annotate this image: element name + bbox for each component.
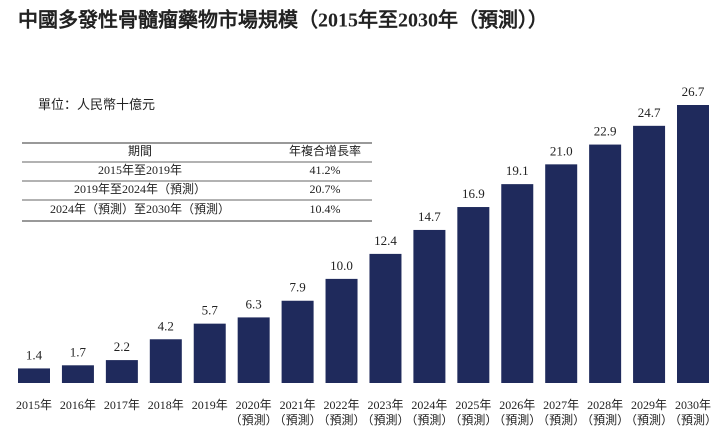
value-label: 2.2 — [114, 339, 130, 354]
value-label: 19.1 — [506, 163, 529, 178]
bar — [325, 278, 358, 383]
x-tick-label: 2026年 （預測） — [493, 398, 542, 427]
value-label: 24.7 — [638, 105, 661, 120]
bar — [281, 300, 314, 383]
x-tick-label: 2016年 — [59, 398, 96, 412]
table-cell: 41.2% — [310, 163, 341, 177]
value-label: 4.2 — [158, 318, 174, 333]
bar — [413, 229, 446, 383]
bar — [237, 317, 270, 383]
bar — [193, 323, 226, 383]
value-label: 12.4 — [374, 233, 397, 248]
bar — [61, 365, 94, 383]
table-cell: 20.7% — [310, 182, 341, 196]
value-label: 26.7 — [682, 84, 705, 99]
value-label: 1.7 — [70, 344, 87, 359]
x-tick-label: 2021年 （預測） — [273, 398, 322, 427]
value-label: 5.7 — [202, 303, 219, 318]
value-label: 22.9 — [594, 124, 617, 139]
bar — [633, 125, 666, 383]
table-cell: 2015年至2019年 — [98, 163, 182, 177]
table-cell: 2019年至2024年（預測） — [74, 182, 206, 196]
bar — [149, 339, 182, 383]
x-tick-label: 2020年 （預測） — [229, 398, 278, 427]
chart-title: 中國多發性骨髓瘤藥物市場規模（2015年至2030年（預測）） — [18, 8, 548, 32]
value-label: 6.3 — [246, 296, 262, 311]
table-cell: 2024年（預測）至2030年（預測） — [50, 202, 230, 216]
x-tick-label: 2030年 （預測） — [668, 398, 717, 427]
table-cell: 10.4% — [310, 202, 341, 216]
bar — [501, 184, 534, 383]
bar — [457, 207, 490, 383]
bar — [589, 144, 622, 383]
value-label: 21.0 — [550, 143, 573, 158]
x-tick-label: 2027年 （預測） — [537, 398, 586, 427]
value-label: 10.0 — [330, 258, 353, 273]
x-tick-label: 2018年 — [147, 398, 184, 412]
x-tick-label: 2023年 （預測） — [361, 398, 410, 427]
value-label: 1.4 — [26, 347, 43, 362]
x-tick-label: 2022年 （預測） — [317, 398, 366, 427]
bar — [545, 164, 578, 383]
value-label: 14.7 — [418, 209, 441, 224]
x-tick-label: 2019年 — [191, 398, 228, 412]
x-tick-label: 2017年 — [103, 398, 140, 412]
table-header: 年複合增長率 — [289, 143, 361, 158]
x-tick-label: 2015年 — [15, 398, 52, 412]
x-tick-label: 2024年 （預測） — [405, 398, 454, 427]
bar — [105, 360, 138, 383]
value-label: 16.9 — [462, 186, 485, 201]
bar — [18, 368, 50, 383]
bar — [677, 105, 709, 383]
value-label: 7.9 — [289, 280, 305, 295]
x-tick-label: 2025年 （預測） — [449, 398, 498, 427]
bar — [369, 253, 402, 383]
table-header: 期間 — [128, 144, 152, 158]
unit-label: 單位：人民幣十億元 — [38, 97, 155, 112]
x-tick-label: 2029年 （預測） — [625, 398, 674, 427]
x-tick-label: 2028年 （預測） — [581, 398, 630, 427]
